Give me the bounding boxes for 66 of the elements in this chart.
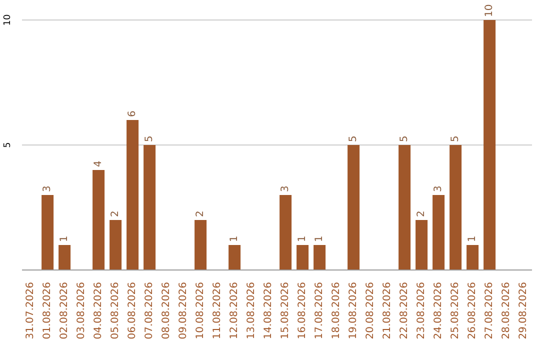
bar	[348, 145, 360, 270]
data-label: 5	[399, 136, 410, 142]
data-label: 2	[110, 210, 122, 217]
bar	[42, 195, 54, 270]
data-label: 4	[93, 160, 104, 167]
x-tick-label: 04.08.2026	[93, 282, 104, 340]
x-tick-label: 01.08.2026	[42, 282, 53, 340]
bar	[280, 195, 292, 270]
data-label: 1	[467, 236, 478, 242]
x-tick-label: 23.08.2026	[416, 282, 427, 340]
x-tick-label: 05.08.2026	[110, 282, 121, 340]
x-tick-label: 22.08.2026	[399, 282, 410, 340]
x-tick-label: 08.08.2026	[161, 282, 172, 340]
data-label: 5	[450, 136, 462, 142]
x-tick-label: 13.08.2026	[246, 282, 257, 340]
data-label: 3	[433, 186, 444, 192]
data-label: 5	[144, 136, 156, 142]
bar	[432, 195, 445, 270]
x-tick-label: 03.08.2026	[76, 282, 87, 340]
x-tick-label: 28.08.2026	[501, 282, 512, 340]
x-tick-label: 31.07.2026	[25, 282, 36, 340]
bar	[92, 170, 105, 270]
data-label: 3	[42, 186, 54, 192]
x-tick-label: 26.08.2026	[467, 282, 478, 340]
x-tick-label: 18.08.2026	[331, 282, 342, 340]
x-tick-label: 11.08.2026	[212, 282, 223, 340]
x-tick-label: 29.08.2026	[518, 282, 529, 340]
bar	[314, 245, 326, 270]
bar	[228, 245, 241, 270]
x-tick-label: 24.08.2026	[433, 282, 444, 340]
bar	[484, 20, 496, 270]
data-label: 10	[484, 4, 496, 17]
x-tick-label: 14.08.2026	[263, 282, 274, 340]
x-tick-label: 25.08.2026	[450, 282, 461, 340]
bar	[144, 145, 156, 270]
data-label: 3	[280, 186, 292, 192]
data-label: 1	[229, 236, 240, 242]
x-tick-label: 02.08.2026	[59, 282, 70, 340]
x-tick-label: 21.08.2026	[382, 282, 393, 340]
bar	[450, 145, 462, 270]
bar	[58, 245, 71, 270]
bar	[296, 245, 309, 270]
data-label: 5	[348, 136, 360, 142]
bar	[110, 220, 122, 270]
bar	[126, 120, 139, 270]
bar	[466, 245, 479, 270]
bar	[194, 220, 207, 270]
x-tick-label: 17.08.2026	[314, 282, 325, 340]
data-label: 2	[195, 210, 206, 217]
x-tick-label: 15.08.2026	[280, 282, 291, 340]
data-label: 1	[297, 236, 308, 242]
data-label: 6	[127, 110, 138, 117]
x-tick-label: 16.08.2026	[297, 282, 308, 340]
x-tick-label: 09.08.2026	[178, 282, 189, 340]
data-label: 1	[59, 236, 70, 242]
bar	[416, 220, 428, 270]
x-tick-label: 07.08.2026	[144, 282, 155, 340]
x-tick-label: 19.08.2026	[348, 282, 359, 340]
data-label: 1	[314, 236, 326, 242]
x-tick-label: 27.08.2026	[484, 282, 495, 340]
data-label: 2	[416, 210, 428, 217]
x-tick-label: 10.08.2026	[195, 282, 206, 340]
x-tick-label: 06.08.2026	[127, 282, 138, 340]
x-tick-label: 12.08.2026	[229, 282, 240, 340]
bar	[398, 145, 411, 270]
x-tick-label: 20.08.2026	[365, 282, 376, 340]
